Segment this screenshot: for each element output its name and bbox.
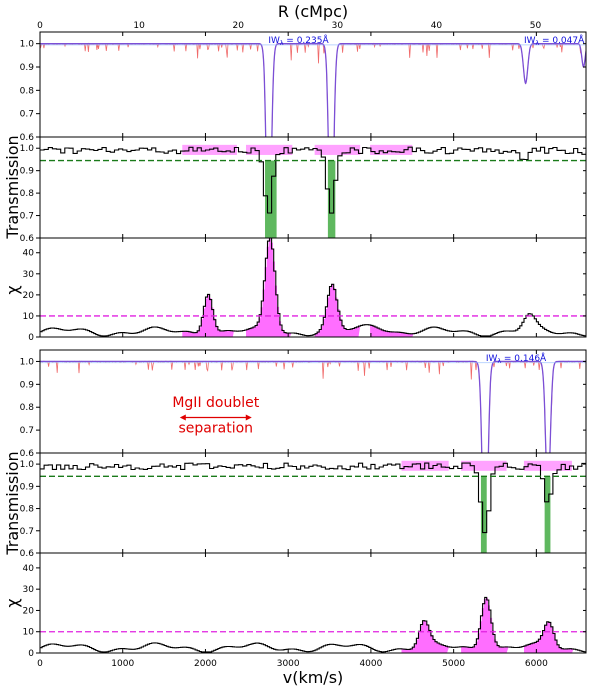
panel-sightline-2-chi: 0 10 20 30 40 0 1000 2000 3000 4000 5000 6000	[23, 552, 587, 669]
doublet-label-line2: separation	[179, 420, 254, 436]
panel-frame	[39, 349, 587, 454]
y-tick-label: 1.0	[20, 40, 35, 50]
panel-sightline-2-transmission: IWλ = 0.146Å MgII doublet separation 0.6 0.7…	[20, 349, 587, 459]
highlight-range	[370, 144, 413, 155]
panel-sightline-2-binned: 0.6 0.7 0.8 0.9 1.0	[20, 452, 587, 559]
y-tick-label: 0.9	[20, 380, 35, 390]
y-tick-label: 0.8	[20, 403, 35, 413]
top-x-tick-label: 50	[530, 21, 542, 31]
y-axis-label-chi: χ	[3, 598, 22, 607]
y-tick-label: 0.8	[20, 189, 35, 199]
chi-fill-range	[370, 325, 414, 337]
doublet-label-line1: MgII doublet	[172, 395, 259, 411]
x-tick-label: 5000	[442, 659, 465, 669]
plot-area	[40, 144, 586, 238]
plot-area	[40, 596, 586, 653]
plot-area	[40, 238, 586, 337]
highlight-range	[314, 144, 361, 155]
plot-area	[40, 460, 586, 553]
panel-frame	[39, 237, 587, 338]
top-x-tick-label: 10	[133, 21, 145, 31]
binned-spectrum	[40, 146, 586, 214]
y-tick-label: 30	[23, 585, 35, 595]
y-tick-label: 40	[23, 249, 35, 259]
top-axis-label: R (cMpc)	[278, 2, 348, 21]
y-tick-label: 0.8	[20, 505, 35, 515]
doublet-arrowhead-right	[245, 414, 252, 421]
chi-fill-range	[524, 621, 574, 653]
bottom-axis-label: v(km/s)	[283, 668, 344, 686]
x-tick-label: 6000	[525, 659, 548, 669]
y-tick-label: 0.6	[20, 449, 35, 459]
panel-sightline-1-chi: 0 10 20 30 40	[23, 237, 587, 343]
y-tick-label: 0	[28, 333, 34, 343]
chi-fill-range	[461, 597, 509, 653]
y-labels-group: Transmission Transmission χ χ	[3, 135, 22, 607]
binned-spectrum	[40, 462, 586, 534]
y-tick-label: 0.7	[20, 527, 34, 537]
x-tick-label: 0	[37, 659, 43, 669]
y-axis-label-transmission: Transmission	[3, 451, 22, 555]
plot-area	[40, 42, 586, 137]
ew-annotation: IWλ = 0.146Å	[486, 352, 547, 365]
panels-group: IWλ = 0.235Å IWλ = 0.047Å0.60.70.80.91.00…	[20, 21, 587, 669]
y-tick-label: 1.0	[20, 144, 35, 154]
x-tick-label: 2000	[194, 659, 217, 669]
y-tick-label: 10	[23, 312, 35, 322]
absorption-region	[265, 160, 277, 238]
panel-sightline-1-binned: 0.6 0.7 0.8 0.9 1.0	[20, 136, 587, 244]
y-axis-label-chi: χ	[3, 285, 22, 294]
x-tick-label: 4000	[359, 659, 382, 669]
chi-line	[40, 596, 586, 653]
top-x-tick-label: 40	[431, 21, 443, 31]
y-tick-label: 1.0	[20, 357, 35, 367]
panel-frame	[39, 552, 587, 654]
highlight-range	[523, 460, 572, 471]
y-tick-label: 0.9	[20, 63, 35, 73]
y-axis-label-transmission: Transmission	[3, 135, 22, 239]
absorption-region	[327, 160, 336, 238]
plot-area	[40, 360, 586, 453]
y-tick-label: 20	[23, 291, 35, 301]
x-tick-label: 3000	[277, 659, 300, 669]
panel-frame	[39, 136, 587, 239]
absorption-region	[544, 476, 551, 553]
chi-fill-range	[182, 294, 234, 337]
model-line	[40, 43, 586, 137]
model-line	[40, 360, 586, 453]
absorption-region	[480, 476, 487, 553]
y-tick-label: 40	[23, 564, 35, 574]
ew-annotation: IWλ = 0.235Å	[268, 34, 329, 47]
top-x-tick-label: 0	[37, 21, 43, 31]
y-tick-label: 0.7	[20, 426, 34, 436]
highlight-range	[461, 460, 507, 471]
y-tick-label: 0.6	[20, 234, 35, 244]
panel-sightline-1-transmission: IWλ = 0.235Å IWλ = 0.047Å 0.6 0.7 0.8 0.9 1.00…	[20, 21, 587, 143]
y-tick-label: 0	[28, 649, 34, 659]
y-tick-label: 30	[23, 270, 35, 280]
y-tick-label: 0.7	[20, 110, 34, 120]
top-x-tick-label: 20	[232, 21, 244, 31]
y-tick-label: 0.8	[20, 86, 35, 96]
y-tick-label: 0.6	[20, 133, 35, 143]
y-tick-label: 0.9	[20, 482, 35, 492]
y-tick-label: 0.9	[20, 167, 35, 177]
highlight-range	[245, 144, 293, 155]
y-tick-label: 20	[23, 606, 35, 616]
chi-fill-range	[246, 238, 292, 337]
y-tick-label: 0.7	[20, 212, 34, 222]
doublet-arrowhead-left	[179, 414, 186, 421]
top-x-tick-label: 30	[332, 21, 344, 31]
y-tick-label: 0.6	[20, 549, 35, 559]
panel-frame	[39, 31, 587, 138]
ew-annotation: IWλ = 0.047Å	[524, 34, 585, 47]
chi-fill-range	[401, 620, 450, 653]
y-tick-label: 10	[23, 628, 35, 638]
chi-line	[40, 238, 586, 337]
y-tick-label: 1.0	[20, 460, 35, 470]
x-tick-label: 1000	[111, 659, 134, 669]
